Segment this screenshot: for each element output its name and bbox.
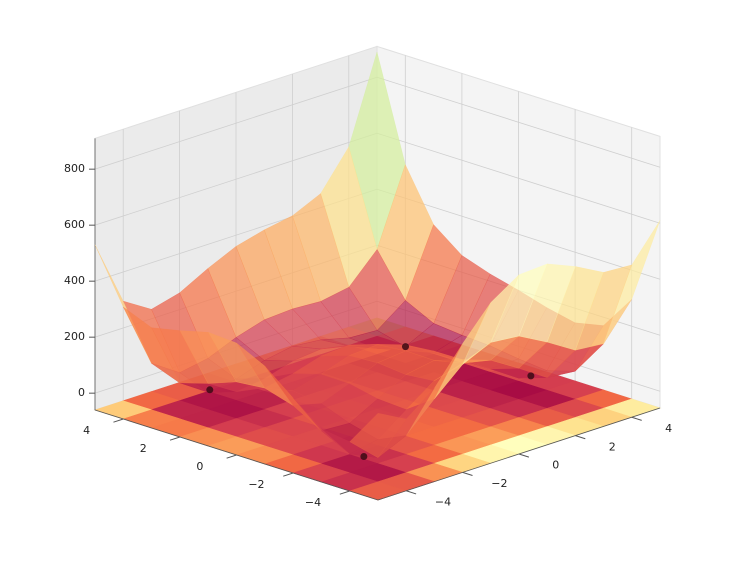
z-tick-label: 200 xyxy=(64,330,85,343)
z-tick-label: 800 xyxy=(64,162,85,175)
y-tick xyxy=(113,418,124,423)
grid-line xyxy=(94,132,378,226)
surface-cell xyxy=(349,412,407,459)
grid-line xyxy=(376,132,661,224)
minimum-point xyxy=(402,343,409,351)
grid-line xyxy=(94,76,378,170)
minimum-point xyxy=(360,452,368,460)
y-tick-label: −2 xyxy=(248,478,264,491)
x-tick-label: 0 xyxy=(552,459,559,472)
z-tick-label: 600 xyxy=(64,218,85,231)
x-tick-label: −2 xyxy=(491,477,507,490)
x-tick xyxy=(575,435,586,440)
y-tick-label: 4 xyxy=(83,424,90,437)
y-tick xyxy=(283,472,294,477)
y-tick-label: 2 xyxy=(140,442,147,455)
y-tick xyxy=(226,454,237,459)
z-tick-label: 400 xyxy=(64,274,85,287)
x-tick-label: 2 xyxy=(609,440,616,453)
y-tick xyxy=(169,436,181,441)
x-tick xyxy=(406,490,417,495)
x-tick-label: 4 xyxy=(665,422,672,435)
z-tick-label: 0 xyxy=(78,386,85,399)
y-tick-label: 0 xyxy=(196,460,203,473)
minimum-point xyxy=(206,386,214,394)
y-tick xyxy=(339,490,350,495)
x-tick-label: −4 xyxy=(435,495,451,508)
x-tick xyxy=(462,471,473,477)
x-tick xyxy=(518,453,530,458)
y-tick-label: −4 xyxy=(305,496,321,509)
grid-line xyxy=(376,76,661,168)
minimum-point xyxy=(527,372,535,380)
x-tick xyxy=(631,416,642,421)
